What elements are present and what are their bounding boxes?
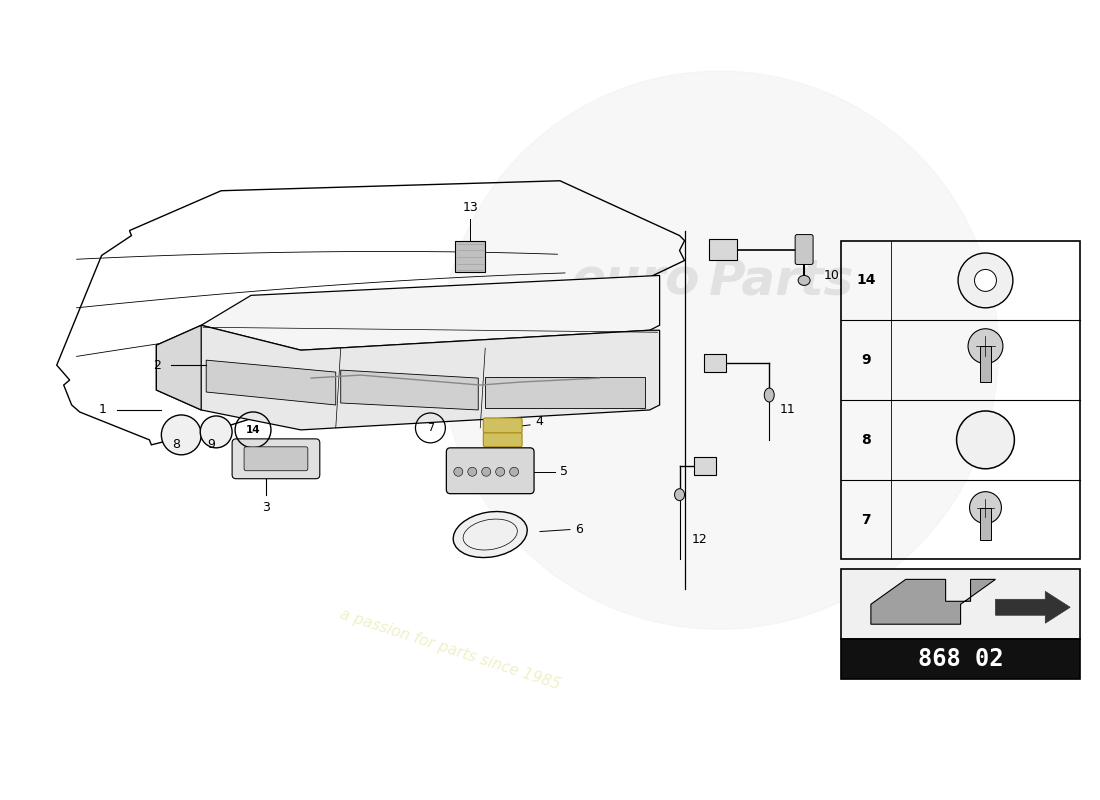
FancyBboxPatch shape xyxy=(694,457,716,474)
Text: 14: 14 xyxy=(245,425,261,435)
Text: 1: 1 xyxy=(99,403,107,417)
Text: 7: 7 xyxy=(427,423,434,433)
Text: 10: 10 xyxy=(824,269,840,282)
Bar xyxy=(842,639,1080,679)
Polygon shape xyxy=(485,377,645,408)
Text: 11: 11 xyxy=(779,403,795,417)
FancyBboxPatch shape xyxy=(447,448,535,494)
Ellipse shape xyxy=(468,467,476,476)
Text: Parts: Parts xyxy=(710,257,855,305)
Ellipse shape xyxy=(764,388,774,402)
Text: 13: 13 xyxy=(462,201,478,214)
Text: 4: 4 xyxy=(535,415,543,429)
Text: 8: 8 xyxy=(173,438,180,451)
Ellipse shape xyxy=(799,275,810,286)
Ellipse shape xyxy=(957,411,1014,469)
FancyBboxPatch shape xyxy=(710,238,737,261)
Polygon shape xyxy=(440,71,999,629)
Text: 6: 6 xyxy=(575,523,583,536)
Ellipse shape xyxy=(975,270,997,291)
Bar xyxy=(979,346,991,382)
Polygon shape xyxy=(996,591,1070,623)
Ellipse shape xyxy=(482,467,491,476)
Text: a passion for parts since 1985: a passion for parts since 1985 xyxy=(338,606,562,692)
Polygon shape xyxy=(201,275,660,350)
Text: 7: 7 xyxy=(861,513,871,526)
Polygon shape xyxy=(206,360,336,405)
Ellipse shape xyxy=(968,329,1003,364)
Text: 14: 14 xyxy=(856,274,876,287)
FancyBboxPatch shape xyxy=(704,354,726,372)
Text: 8: 8 xyxy=(861,433,871,447)
Bar xyxy=(842,570,1080,639)
Text: 868 02: 868 02 xyxy=(917,647,1003,671)
Ellipse shape xyxy=(958,253,1013,308)
Polygon shape xyxy=(156,326,201,410)
Bar xyxy=(842,241,1080,559)
Text: 12: 12 xyxy=(692,533,707,546)
FancyBboxPatch shape xyxy=(483,418,522,433)
FancyBboxPatch shape xyxy=(232,439,320,478)
FancyBboxPatch shape xyxy=(455,241,485,273)
Text: 9: 9 xyxy=(207,438,216,451)
Bar xyxy=(980,508,991,539)
Polygon shape xyxy=(341,370,478,410)
Ellipse shape xyxy=(454,467,463,476)
Text: 5: 5 xyxy=(560,466,568,478)
Text: euro: euro xyxy=(571,257,700,305)
FancyBboxPatch shape xyxy=(795,234,813,265)
Ellipse shape xyxy=(509,467,518,476)
Text: 2: 2 xyxy=(154,358,162,372)
Polygon shape xyxy=(871,579,996,624)
FancyBboxPatch shape xyxy=(483,432,522,447)
Ellipse shape xyxy=(200,416,232,448)
Polygon shape xyxy=(156,326,660,430)
Text: 9: 9 xyxy=(861,353,871,367)
Ellipse shape xyxy=(674,489,684,501)
Text: 3: 3 xyxy=(262,501,270,514)
Ellipse shape xyxy=(162,415,201,455)
Ellipse shape xyxy=(496,467,505,476)
Ellipse shape xyxy=(453,511,527,558)
FancyBboxPatch shape xyxy=(244,447,308,470)
Ellipse shape xyxy=(969,492,1001,523)
